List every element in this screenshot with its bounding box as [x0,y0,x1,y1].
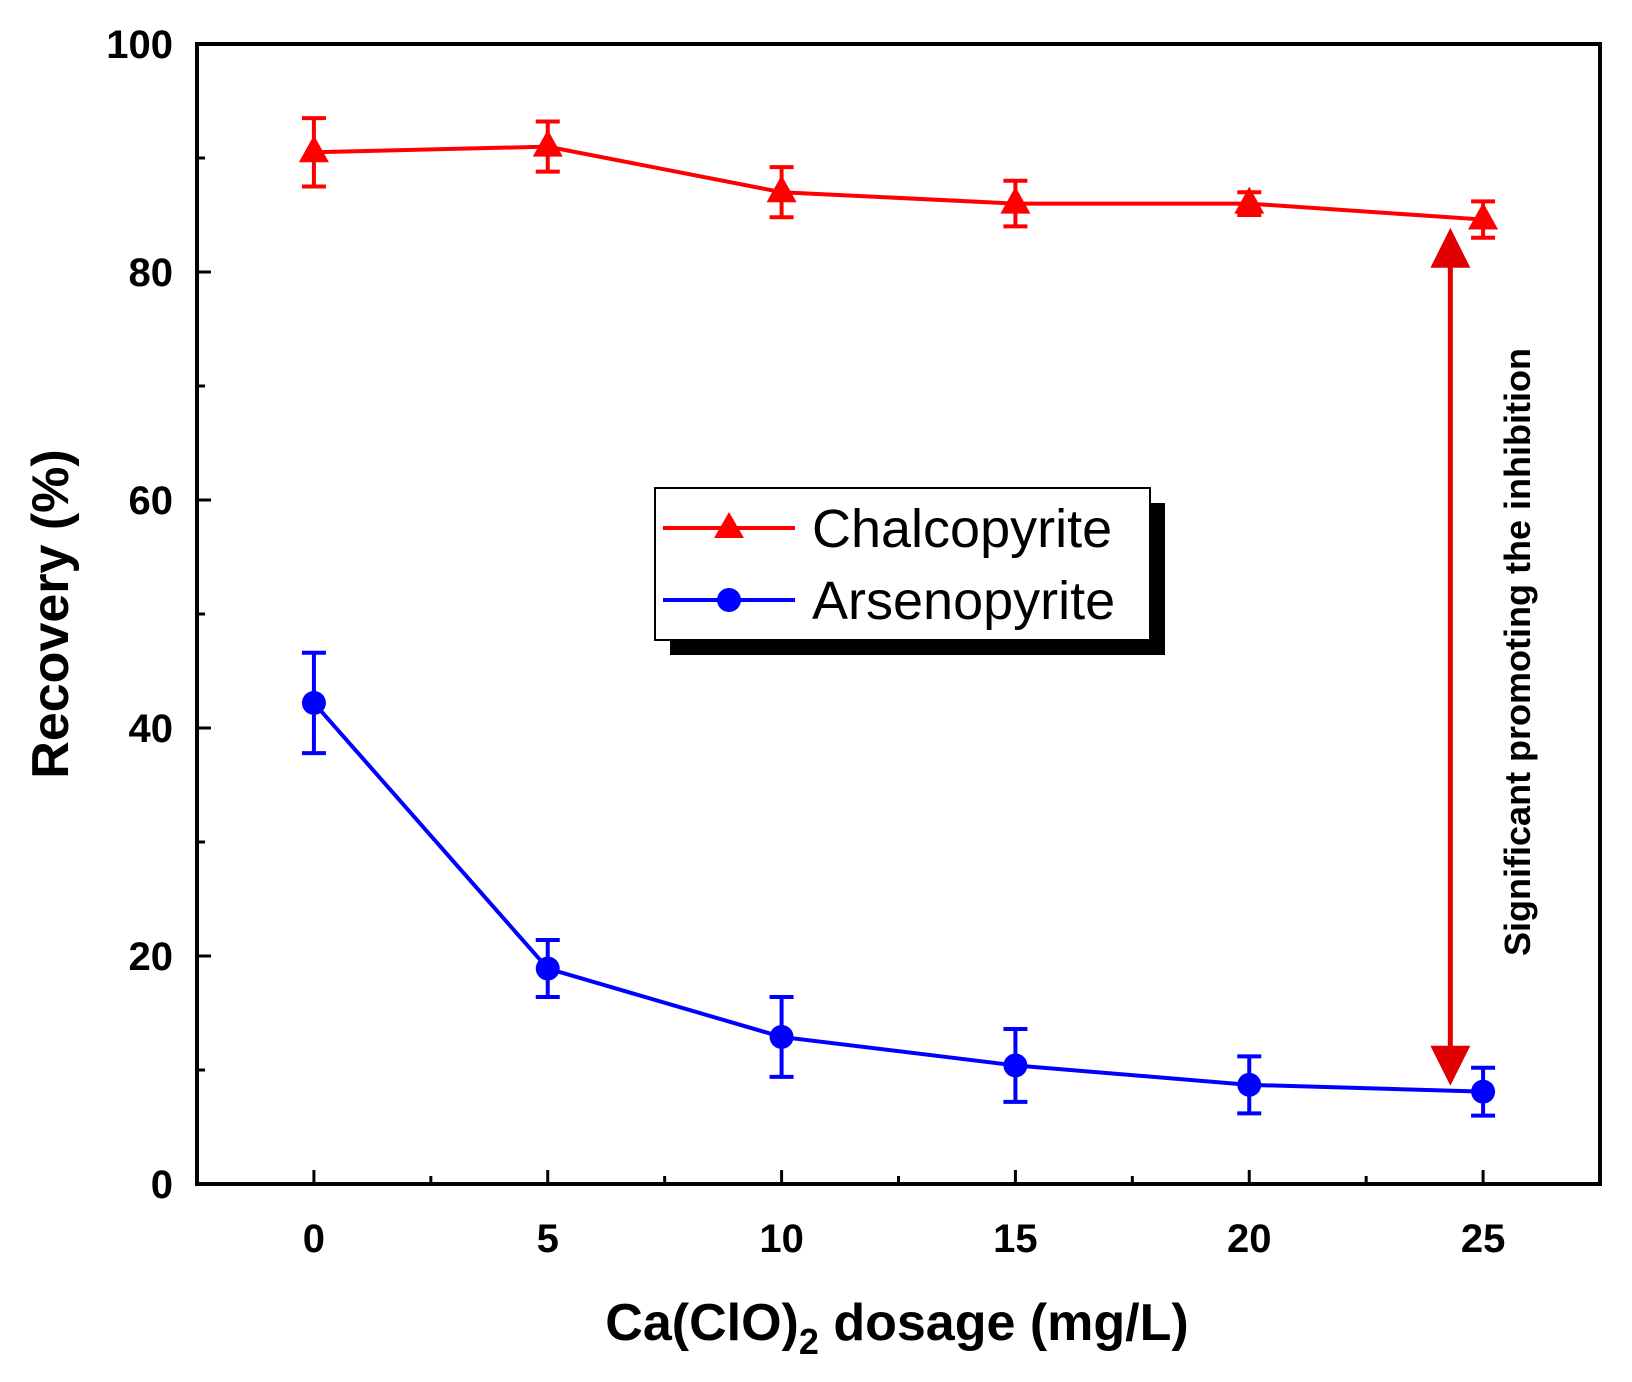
legend-label-arsenopyrite: Arsenopyrite [812,571,1115,631]
y-tick-label: 20 [129,935,174,979]
y-tick-label: 80 [129,251,174,295]
x-axis-title-suffix: dosage (mg/L) [819,1294,1189,1352]
data-point-arsenopyrite [769,1024,794,1049]
legend-marker-chalcopyrite [714,512,744,538]
y-axis-ticks: 0 20 40 60 80 100 [106,23,211,1207]
x-tick-label: 10 [759,1217,804,1261]
x-axis-title: Ca(ClO)2 dosage (mg/L) [605,1294,1188,1362]
data-point-arsenopyrite [1237,1072,1262,1097]
x-axis-ticks: 0 5 10 15 20 25 [303,1170,1506,1261]
x-tick-label: 20 [1227,1217,1272,1261]
x-axis-title-prefix: Ca(ClO) [605,1294,799,1352]
data-point-arsenopyrite [1003,1053,1028,1078]
annotation-text: Significant promoting the inhibition [1497,348,1538,956]
legend: Chalcopyrite Arsenopyrite [654,487,1165,655]
series-line-arsenopyrite [312,701,1484,1094]
data-point-chalcopyrite [532,129,563,157]
y-tick-label: 60 [129,479,174,523]
y-tick-label: 40 [129,707,174,751]
data-point-chalcopyrite [1000,186,1031,214]
series-line-chalcopyrite [313,144,1484,222]
x-tick-label: 0 [303,1217,325,1261]
data-point-chalcopyrite [766,175,797,203]
x-tick-label: 5 [537,1217,559,1261]
annotation: Significant promoting the inhibition [1430,227,1538,1086]
x-tick-label: 25 [1461,1217,1506,1261]
data-point-chalcopyrite [1234,186,1265,214]
data-point-arsenopyrite [301,690,326,715]
y-tick-label: 0 [151,1163,173,1207]
legend-label-chalcopyrite: Chalcopyrite [812,499,1112,559]
x-axis-title-subscript: 2 [799,1321,819,1362]
series-layer [298,116,1499,1118]
data-point-chalcopyrite [1468,202,1499,230]
data-point-arsenopyrite [535,956,560,981]
legend-box [654,487,1151,641]
y-axis-title: Recovery (%) [22,449,80,778]
x-tick-label: 15 [993,1217,1038,1261]
data-point-chalcopyrite [298,135,329,163]
legend-marker-arsenopyrite [717,588,741,612]
y-tick-label: 100 [106,23,173,67]
data-point-arsenopyrite [1471,1079,1496,1104]
